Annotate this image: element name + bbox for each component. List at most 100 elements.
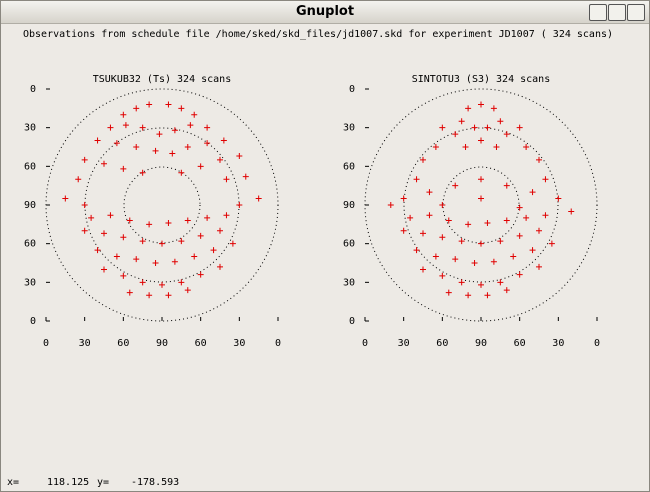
maximize-button[interactable]: [608, 4, 626, 21]
scan-point: [191, 111, 198, 118]
scan-point: [458, 279, 465, 286]
scan-point: [503, 182, 510, 189]
scan-point: [139, 238, 146, 245]
close-button[interactable]: [627, 4, 645, 21]
header: Observations from schedule file /home/sk…: [23, 29, 613, 40]
scan-point: [503, 131, 510, 138]
scan-point: [523, 214, 530, 221]
scan-point: [204, 214, 211, 221]
scan-point: [113, 253, 120, 260]
scan-point: [146, 221, 153, 228]
status-x-label: x=: [7, 477, 19, 488]
y-tick-label: 30: [343, 123, 355, 134]
scan-point: [400, 195, 407, 202]
scan-point: [178, 279, 185, 286]
scan-point: [462, 144, 469, 150]
scan-point: [420, 266, 426, 273]
scan-point: [516, 204, 523, 211]
scan-point: [217, 227, 223, 234]
y-tick-label: 60: [24, 161, 36, 172]
scan-point: [536, 156, 542, 163]
scan-point: [445, 217, 452, 224]
scan-point: [471, 260, 478, 266]
scan-point: [439, 272, 446, 279]
scan-point: [255, 195, 262, 202]
scan-point: [204, 140, 211, 147]
scan-point: [529, 189, 536, 196]
scan-point: [529, 247, 536, 254]
scan-point: [420, 156, 426, 163]
scan-point: [536, 227, 542, 234]
scan-point: [490, 105, 497, 112]
title-bar: Gnuplot: [1, 1, 649, 24]
scan-point: [184, 144, 191, 150]
window-title: Gnuplot: [295, 4, 355, 19]
x-tick-label: 30: [233, 338, 245, 349]
scan-point: [197, 232, 204, 239]
scan-point: [120, 272, 127, 279]
scan-point: [516, 124, 523, 131]
scan-point: [101, 266, 107, 273]
scan-point: [484, 124, 491, 131]
scan-point: [88, 214, 95, 221]
scan-point: [122, 122, 129, 129]
minimize-button[interactable]: [589, 4, 607, 21]
x-tick-label: 60: [436, 338, 448, 349]
scan-point: [413, 247, 420, 254]
elevation-ring: [403, 127, 559, 283]
y-tick-label: 30: [343, 277, 355, 288]
scan-point: [439, 124, 446, 131]
scan-point: [555, 195, 562, 202]
y-tick-label: 60: [24, 239, 36, 250]
scan-point: [452, 182, 459, 189]
y-tick-label: 0: [349, 84, 355, 95]
scan-point: [152, 260, 159, 266]
y-tick-label: 90: [24, 200, 36, 211]
x-tick-label: 60: [514, 338, 526, 349]
status-x-value: 118.125: [47, 477, 89, 488]
scan-point: [229, 240, 236, 247]
elevation-ring: [442, 166, 520, 244]
scan-point: [197, 271, 204, 278]
scan-point: [465, 221, 472, 228]
scan-point: [497, 118, 504, 125]
scan-point: [503, 287, 510, 294]
scan-point: [139, 169, 146, 176]
scan-point: [452, 256, 459, 263]
scan-point: [120, 165, 127, 172]
scan-point: [165, 292, 172, 299]
scan-point: [62, 195, 69, 202]
chart-title: SINTOTU3 (S3) 324 scans: [412, 74, 550, 85]
scan-point: [516, 232, 523, 239]
scan-point: [81, 156, 88, 163]
scan-point: [426, 212, 433, 219]
scan-point: [165, 220, 172, 227]
scan-point: [478, 195, 484, 202]
scan-point: [478, 240, 484, 247]
scan-point: [171, 258, 178, 265]
x-tick-label: 0: [362, 338, 368, 349]
scan-point: [223, 212, 230, 219]
y-tick-label: 0: [30, 316, 36, 327]
scan-point: [458, 238, 465, 245]
scan-point: [133, 105, 140, 112]
scan-point: [242, 173, 249, 180]
x-tick-label: 0: [594, 338, 600, 349]
scan-point: [432, 144, 439, 150]
scan-point: [400, 227, 407, 234]
scan-point: [497, 279, 504, 286]
scan-point: [187, 122, 194, 129]
scan-point: [484, 220, 491, 227]
scan-point: [478, 101, 484, 108]
scan-point: [126, 289, 133, 296]
x-tick-label: 60: [117, 338, 129, 349]
y-tick-label: 0: [349, 316, 355, 327]
scan-point: [133, 256, 140, 263]
scan-point: [493, 144, 500, 150]
scan-point: [94, 137, 101, 144]
scan-point: [490, 258, 497, 265]
scan-point: [236, 153, 243, 160]
scan-point: [478, 176, 484, 183]
scan-point: [542, 212, 549, 219]
scan-point: [223, 176, 230, 183]
